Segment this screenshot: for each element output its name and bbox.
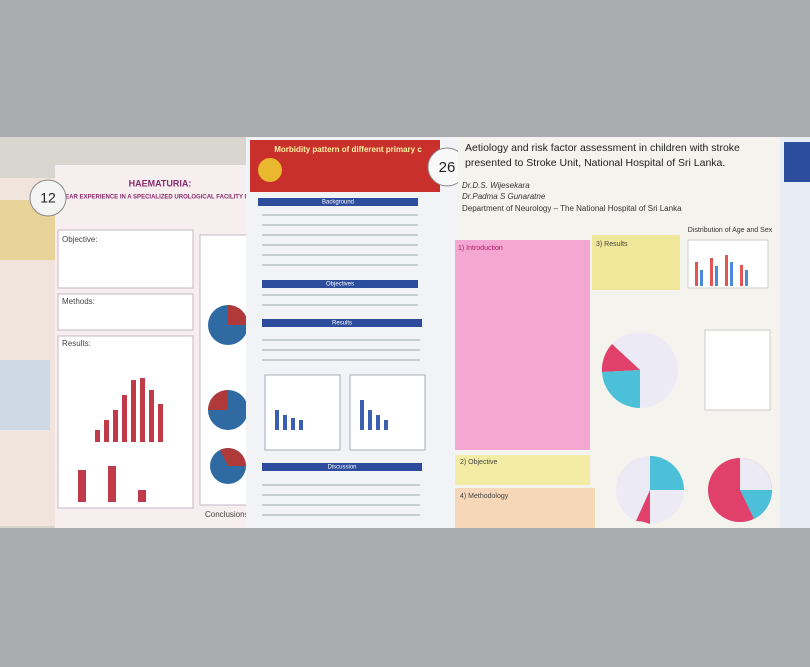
author: Dr.D.S. Wijesekara [462, 181, 530, 190]
chart-title: Distribution of Age and Sex [688, 227, 773, 234]
section-heading: Conclusions: [205, 510, 251, 519]
section-heading: 3) Results [596, 241, 628, 248]
bar-graphic [687, 239, 769, 289]
section-heading: Results: [62, 339, 91, 348]
poster-block [784, 142, 810, 182]
poster-title: presented to Stroke Unit, National Hospi… [465, 157, 725, 169]
badge [29, 179, 67, 217]
logo [258, 158, 282, 182]
section-bars [258, 198, 422, 471]
pie-graphic [208, 305, 248, 484]
bar-graphic [275, 400, 388, 430]
poster-title: Morbidity pattern of different primary c [274, 145, 422, 154]
pie-graphic [601, 329, 773, 524]
poster-title: Aetiology and risk factor assessment in … [465, 142, 740, 154]
section-box [592, 235, 680, 290]
poster-edge [780, 137, 810, 528]
section-heading: Methods: [62, 297, 95, 306]
badge-number: 12 [40, 190, 56, 206]
poster-title: HAEMATURIA: [129, 178, 192, 188]
section-box [455, 240, 590, 450]
section-heading: Objective: [62, 235, 98, 244]
text-lines [262, 214, 420, 516]
poster-subtitle: A THREE YEAR EXPERIENCE IN A SPECIALIZED… [33, 195, 286, 201]
section-box [57, 229, 194, 289]
section-heading: 1) Introduction [458, 245, 503, 252]
poster-header [250, 140, 440, 192]
department: Department of Neurology – The National H… [462, 204, 682, 213]
section-heading: Results [332, 321, 352, 327]
section-box [57, 293, 194, 331]
bar-graphic [78, 378, 163, 502]
poster-block [0, 360, 50, 430]
section-heading: 2) Objective [460, 459, 497, 466]
section-heading: Discussion [327, 465, 356, 471]
section-box [455, 488, 595, 528]
section-heading: Background [322, 200, 354, 206]
author: Dr.Padma S Gunaratne [462, 192, 546, 201]
badge-number: 26 [439, 159, 456, 176]
section-box [455, 455, 590, 485]
section-heading: 4) Methodology [460, 493, 509, 500]
section-heading: Objectives [326, 282, 354, 288]
